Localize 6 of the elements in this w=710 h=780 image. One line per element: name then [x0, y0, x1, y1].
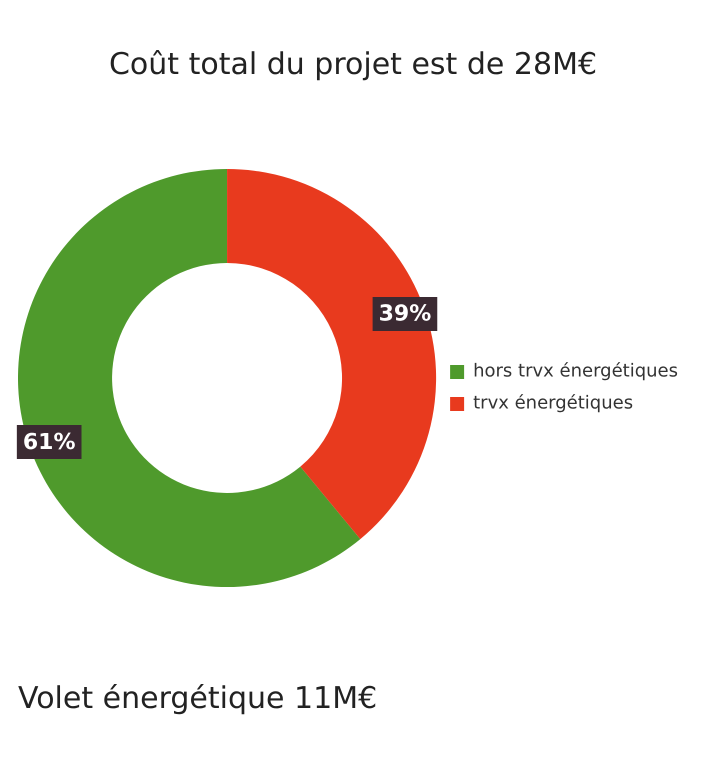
data-label: 39%: [378, 302, 432, 327]
text: Volet énergétique 11M€: [18, 680, 378, 716]
legend-label: hors trvx énergétiques: [473, 360, 678, 382]
data-label: 61%: [22, 430, 76, 455]
chart-title: Coût total du projet est de 28M€: [108, 46, 598, 82]
legend-label: trvx énergétiques: [473, 392, 634, 414]
